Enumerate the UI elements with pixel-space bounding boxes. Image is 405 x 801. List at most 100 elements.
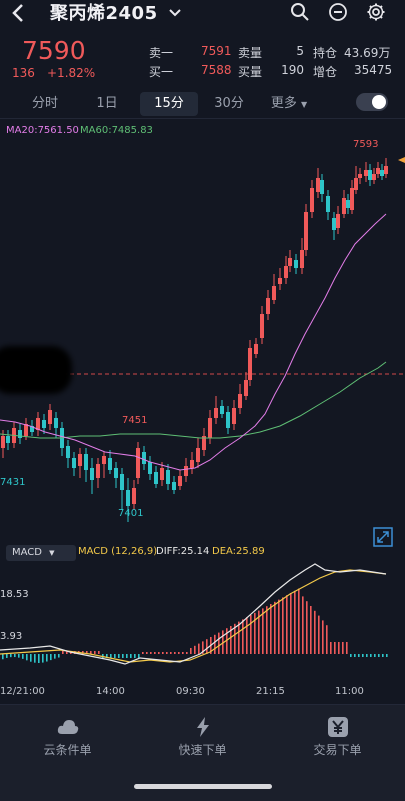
search-button[interactable] (290, 2, 310, 26)
macd-bar (310, 606, 312, 654)
settings-button[interactable] (366, 2, 386, 26)
price-change-pct: +1.82% (47, 66, 96, 80)
tab-timeshare[interactable]: 分时 (31, 96, 58, 111)
candle-body (214, 408, 218, 418)
tab-30min[interactable]: 30分 (214, 96, 244, 111)
oi-change: 35475 (354, 63, 393, 77)
open-interest: 43.69万 (344, 46, 391, 60)
candle-body (368, 170, 372, 180)
macd-bar (306, 601, 308, 654)
bid-volume: 190 (281, 63, 304, 77)
macd-bar (254, 612, 256, 654)
indicator-toggle[interactable] (356, 93, 388, 111)
macd-diff-line (0, 563, 387, 665)
macd-bar (350, 654, 352, 657)
candle-body (346, 200, 350, 208)
search-icon (291, 3, 309, 21)
macd-axis-top: 18.53 (0, 589, 29, 600)
macd-bar (58, 654, 60, 658)
macd-bar (278, 599, 280, 654)
yen-icon (326, 715, 350, 739)
macd-bar (370, 654, 372, 657)
price-label-7451: 7451 (122, 415, 148, 426)
macd-bar (326, 625, 328, 654)
nav-cloud-order[interactable]: 云条件单 (0, 705, 135, 775)
candle-body (202, 436, 206, 450)
candle-body (190, 460, 194, 468)
macd-bar (374, 654, 376, 657)
page-title[interactable]: 聚丙烯2405 (50, 0, 182, 25)
macd-bar (358, 654, 360, 657)
macd-bar (342, 642, 344, 654)
time-label: 14:00 (96, 686, 125, 697)
high-price-label: 7593 (353, 139, 379, 150)
price-change: 136 (12, 66, 35, 80)
macd-bar (234, 623, 236, 654)
caret-down-icon: ▼ (301, 100, 308, 109)
macd-bar (50, 654, 52, 661)
expand-icon[interactable] (373, 527, 393, 547)
candle-body (102, 456, 106, 464)
macd-selector[interactable]: MACD ▼ (6, 545, 76, 561)
macd-bar (382, 654, 384, 657)
tab-15min[interactable]: 15分 (140, 92, 198, 116)
macd-bar (346, 642, 348, 654)
candle-body (126, 490, 130, 506)
chevron-left-icon (12, 4, 23, 22)
macd-bar (138, 654, 140, 658)
candle-body (142, 452, 146, 464)
candle-body (24, 424, 28, 436)
minus-circle-icon (329, 3, 347, 21)
header: 聚丙烯2405 (0, 0, 405, 28)
candle-body (260, 314, 264, 338)
remove-button[interactable] (328, 2, 348, 26)
macd-bar (266, 606, 268, 654)
ma20-label: MA20:7561.50 (6, 125, 79, 136)
contract-name: 聚丙烯2405 (50, 3, 158, 24)
macd-bar (354, 654, 356, 657)
macd-bar (230, 626, 232, 654)
nav-trade-order[interactable]: 交易下单 (270, 705, 405, 775)
macd-bar (122, 654, 124, 658)
macd-bar (42, 654, 44, 663)
macd-bar (258, 610, 260, 654)
nav-label: 交易下单 (313, 743, 362, 757)
macd-bar (158, 652, 160, 654)
candle-body (6, 436, 10, 443)
candle-body (238, 394, 242, 408)
tab-1d[interactable]: 1日 (96, 96, 118, 111)
redacted-overlay (0, 346, 72, 394)
tab-more[interactable]: 更多 ▼ (262, 92, 316, 116)
macd-bar (162, 652, 164, 654)
candle-body (30, 426, 34, 432)
macd-bar (150, 652, 152, 654)
candle-body (148, 462, 152, 474)
candle-body (336, 214, 340, 228)
bid-volume-label: 买量 (238, 65, 263, 79)
time-label: 12/21:00 (0, 686, 45, 697)
candle-body (294, 260, 298, 268)
macd-params: MACD (12,26,9) (78, 546, 158, 557)
chevron-down-icon (169, 9, 182, 17)
macd-bar (98, 651, 100, 654)
macd-bar (114, 654, 116, 658)
candle-body (54, 418, 58, 428)
candle-body (154, 472, 158, 484)
macd-bar (62, 651, 64, 654)
ma60-label: MA60:7485.83 (80, 125, 153, 136)
nav-quick-order[interactable]: 快速下单 (135, 705, 270, 775)
macd-bar (314, 610, 316, 654)
candle-body (208, 418, 212, 438)
kline-chart[interactable] (0, 118, 405, 708)
macd-bar (18, 654, 20, 658)
macd-bar (110, 654, 112, 658)
candle-body (272, 286, 276, 300)
back-button[interactable] (10, 2, 26, 30)
candle-body (266, 298, 270, 314)
macd-bar (298, 588, 300, 654)
macd-bar (130, 654, 132, 658)
candle-body (248, 348, 252, 380)
macd-bar (214, 634, 216, 654)
macd-bar (274, 601, 276, 654)
macd-bar (366, 654, 368, 657)
